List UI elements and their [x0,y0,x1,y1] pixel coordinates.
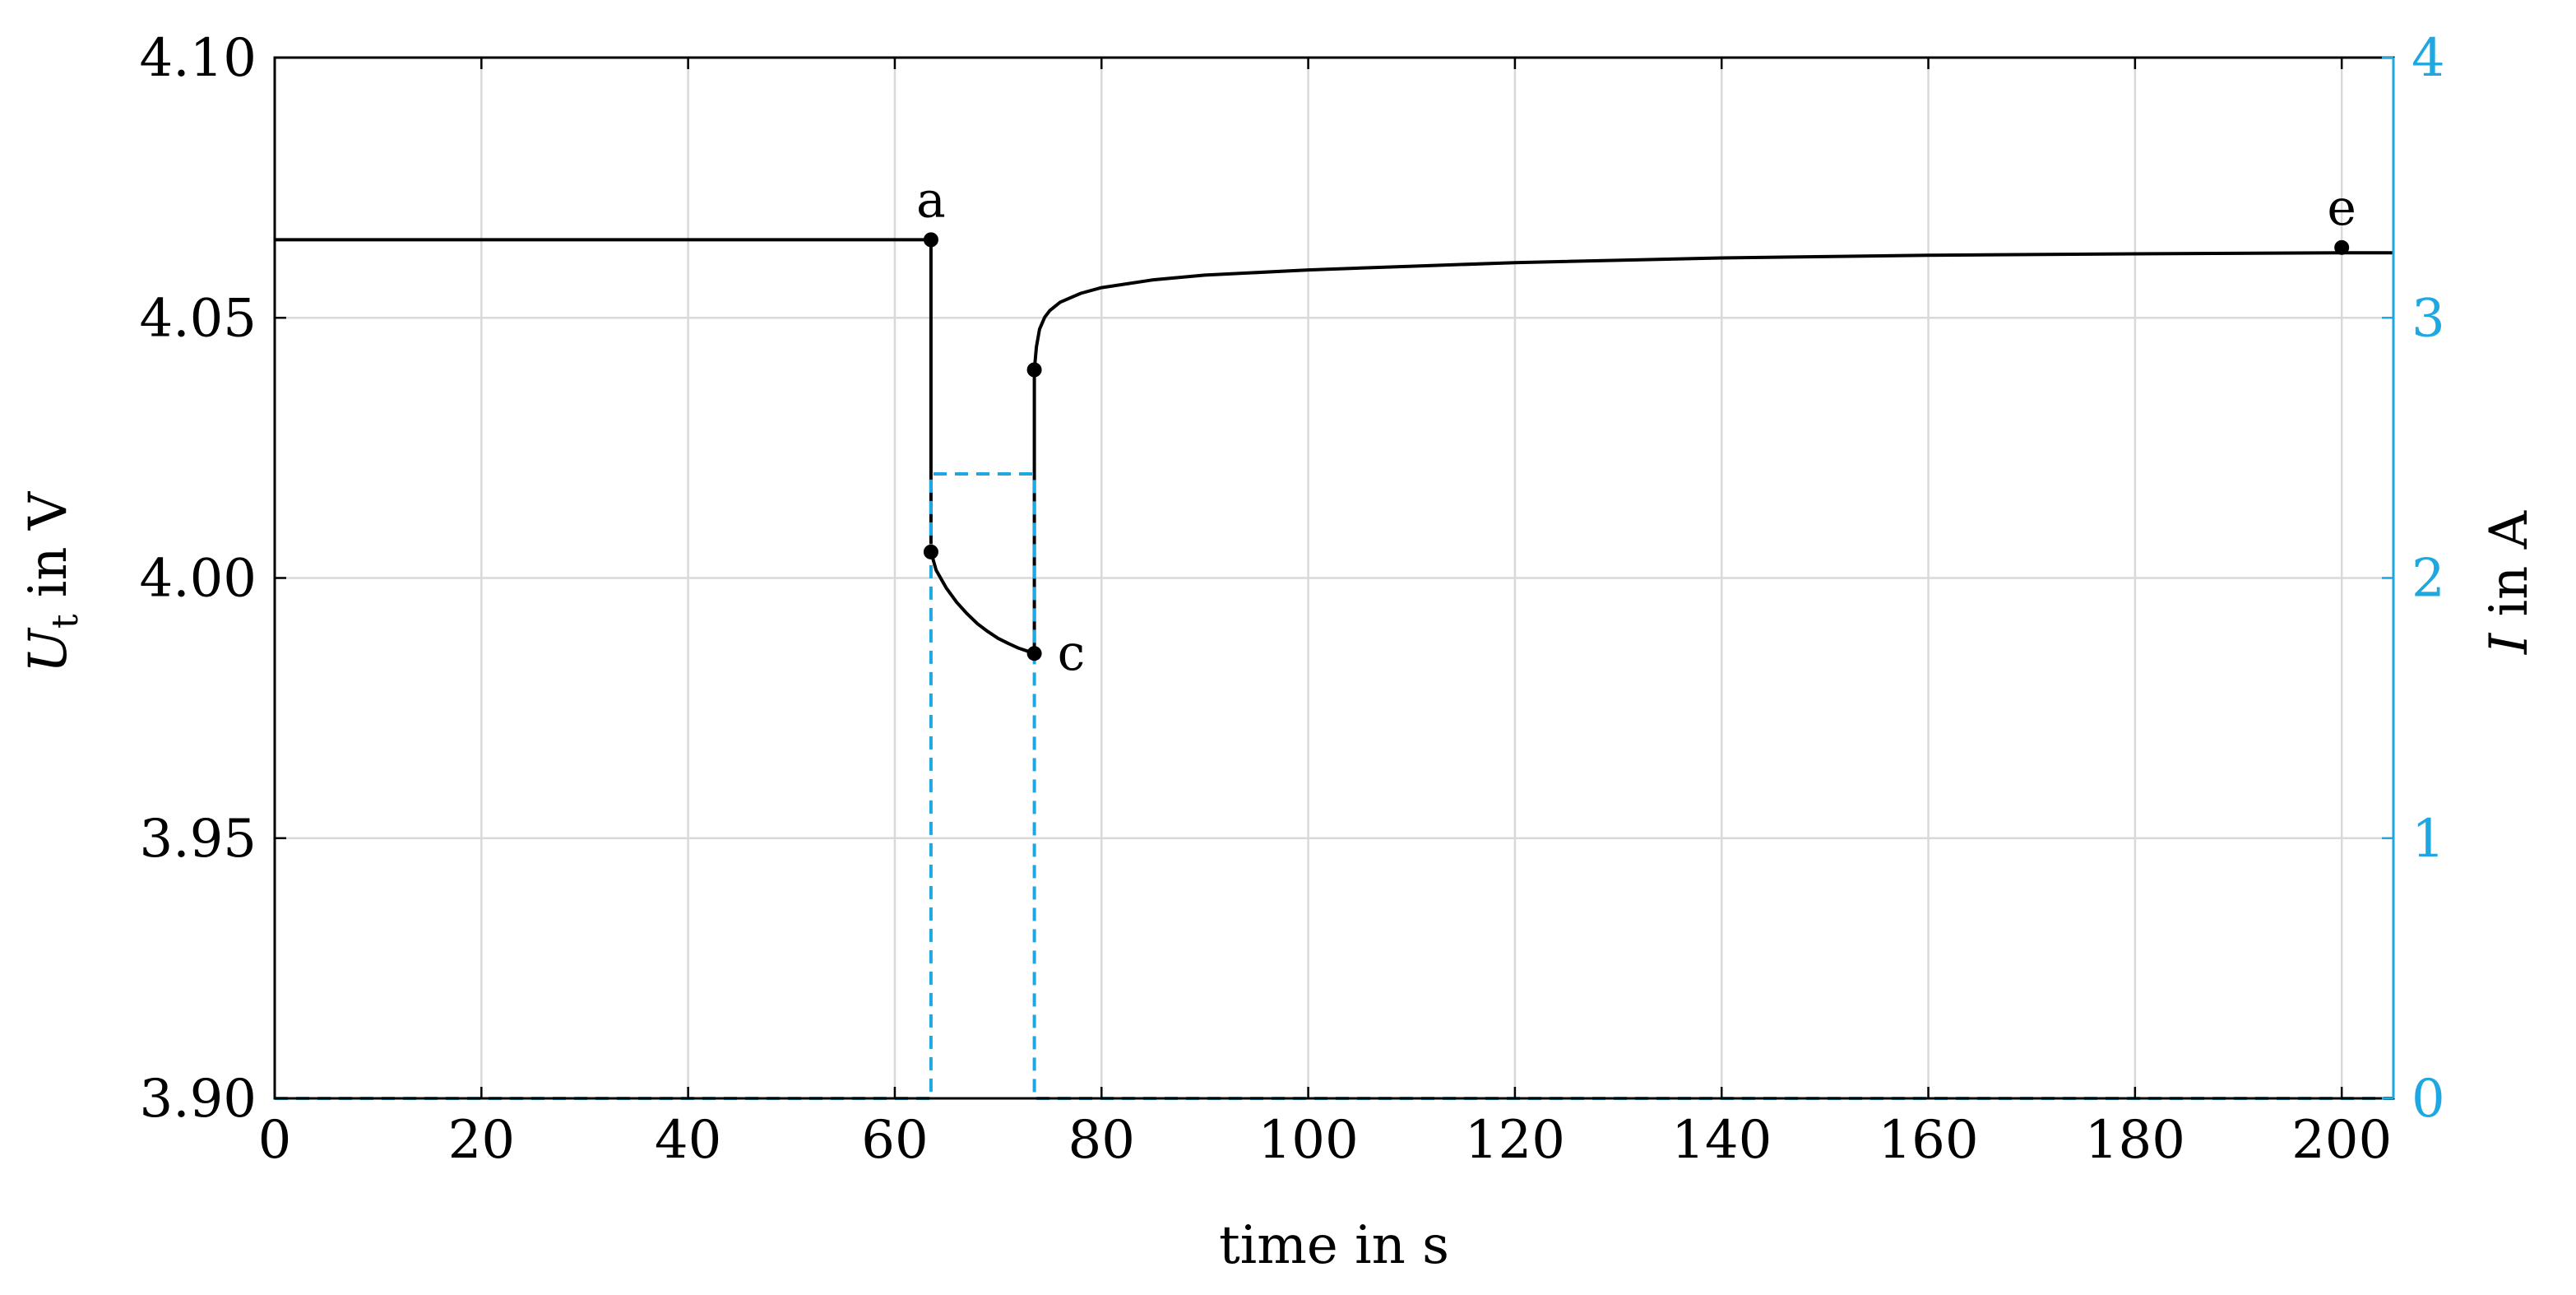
marked-point [2334,239,2350,255]
y-left-axis-subscript: t [44,614,86,629]
y-right-tick-label: 1 [2412,809,2445,870]
marked-points: a c e [916,171,2356,682]
x-tick-label: 60 [861,1110,928,1171]
marked-point [923,544,938,559]
y-right-tick-label: 2 [2412,549,2445,610]
y-right-axis-title: I in A [2479,510,2540,655]
y-left-tick-label: 3.90 [140,1069,257,1130]
y-left-axis-symbol: U [18,627,79,673]
marked-point-label: c [1058,624,1086,682]
y-left-tick-label: 4.10 [140,28,257,89]
marked-point [1026,646,1042,661]
y-right-tick-label: 0 [2412,1069,2445,1130]
x-tick-label: 80 [1068,1110,1135,1171]
x-tick-label: 160 [1878,1110,1978,1171]
voltage-series-line [275,238,2393,656]
y-left-tick-label: 4.00 [140,549,257,610]
y-left-axis-title: Ut in V [18,490,86,673]
marked-point [1026,362,1042,378]
x-axis-title: time in s [1219,1215,1449,1276]
y-right-tick-label: 4 [2412,28,2445,89]
grid [275,58,2393,1098]
y-left-tick-label: 4.05 [140,288,257,349]
ticks: 0 20 40 60 80 100 120 140 160 180 2003.903.954.004… [140,28,2445,1171]
y-left-tick-label: 3.95 [140,809,257,870]
x-tick-label: 20 [448,1110,515,1171]
x-tick-label: 120 [1465,1110,1565,1171]
x-tick-label: 40 [655,1110,721,1171]
marked-point-label: a [916,171,946,229]
y-right-tick-label: 3 [2412,288,2445,349]
y-left-axis-unit: in V [18,490,79,614]
y-right-axis-unit: in A [2479,510,2540,633]
x-tick-label: 0 [258,1110,292,1171]
x-tick-label: 200 [2291,1110,2392,1171]
x-tick-label: 180 [2085,1110,2185,1171]
y-right-axis-symbol: I [2479,632,2540,655]
marked-point-label: e [2327,179,2356,237]
x-tick-label: 140 [1671,1110,1772,1171]
marked-point [923,232,938,248]
series-layer [275,238,2393,1100]
current-series-line [275,472,2393,1100]
x-tick-label: 100 [1258,1110,1359,1171]
